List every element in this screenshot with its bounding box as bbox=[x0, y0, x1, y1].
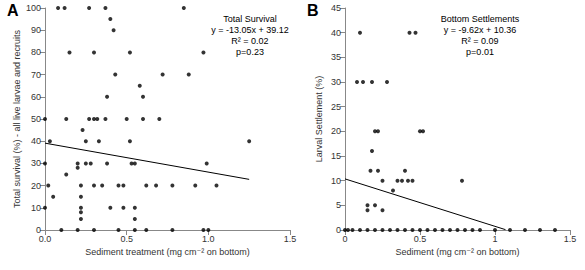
svg-text:20: 20 bbox=[331, 126, 341, 136]
svg-text:0.5: 0.5 bbox=[414, 234, 427, 244]
svg-text:0.0: 0.0 bbox=[39, 234, 52, 244]
svg-text:100: 100 bbox=[26, 3, 41, 13]
svg-text:B: B bbox=[307, 2, 319, 19]
svg-text:20: 20 bbox=[31, 181, 41, 191]
svg-text:60: 60 bbox=[31, 92, 41, 102]
svg-text:Total survival (%) - all live: Total survival (%) - all live larvae and… bbox=[12, 29, 22, 208]
svg-text:0: 0 bbox=[342, 234, 347, 244]
svg-text:90: 90 bbox=[31, 25, 41, 35]
svg-text:Total Survival: Total Survival bbox=[223, 14, 277, 24]
svg-text:40: 40 bbox=[331, 28, 341, 38]
svg-text:0: 0 bbox=[36, 225, 41, 235]
svg-text:Sediment treatment (mg cm⁻² on: Sediment treatment (mg cm⁻² on bottom) bbox=[85, 247, 249, 257]
svg-text:25: 25 bbox=[331, 102, 341, 112]
svg-text:0: 0 bbox=[336, 225, 341, 235]
svg-text:p=0.01: p=0.01 bbox=[466, 47, 494, 57]
svg-text:45: 45 bbox=[331, 3, 341, 13]
svg-text:50: 50 bbox=[31, 114, 41, 124]
svg-text:A: A bbox=[7, 2, 19, 19]
svg-text:30: 30 bbox=[331, 77, 341, 87]
svg-text:Sediment (mg cm⁻² on bottom): Sediment (mg cm⁻² on bottom) bbox=[396, 247, 520, 257]
svg-text:1.5: 1.5 bbox=[284, 234, 297, 244]
svg-text:80: 80 bbox=[31, 47, 41, 57]
svg-text:40: 40 bbox=[31, 136, 41, 146]
svg-text:0.5: 0.5 bbox=[120, 234, 133, 244]
svg-text:10: 10 bbox=[31, 203, 41, 213]
svg-text:Larval Settlement (%): Larval Settlement (%) bbox=[314, 76, 324, 163]
svg-text:1.5: 1.5 bbox=[564, 234, 577, 244]
svg-text:70: 70 bbox=[31, 70, 41, 80]
svg-text:15: 15 bbox=[331, 151, 341, 161]
svg-text:y = -9.62x + 10.36: y = -9.62x + 10.36 bbox=[444, 25, 517, 35]
svg-text:R² = 0.09: R² = 0.09 bbox=[461, 36, 498, 46]
svg-text:y = -13.05x + 39.12: y = -13.05x + 39.12 bbox=[211, 25, 289, 35]
svg-text:1.0: 1.0 bbox=[202, 234, 215, 244]
svg-text:R² = 0.02: R² = 0.02 bbox=[231, 36, 268, 46]
svg-text:30: 30 bbox=[31, 158, 41, 168]
svg-text:10: 10 bbox=[331, 176, 341, 186]
svg-text:Bottom Settlements: Bottom Settlements bbox=[441, 14, 520, 24]
svg-text:1: 1 bbox=[492, 234, 497, 244]
svg-text:p=0.23: p=0.23 bbox=[236, 47, 264, 57]
svg-text:35: 35 bbox=[331, 52, 341, 62]
svg-text:5: 5 bbox=[336, 200, 341, 210]
